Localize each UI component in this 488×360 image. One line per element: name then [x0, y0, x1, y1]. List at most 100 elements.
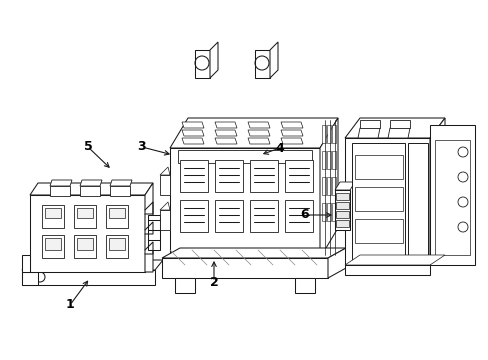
Polygon shape	[180, 160, 207, 192]
Polygon shape	[77, 238, 93, 250]
Polygon shape	[429, 118, 444, 265]
Polygon shape	[321, 177, 325, 195]
Polygon shape	[321, 125, 325, 143]
Polygon shape	[182, 122, 203, 128]
Polygon shape	[50, 186, 70, 196]
Polygon shape	[74, 235, 96, 258]
Polygon shape	[345, 118, 444, 138]
Polygon shape	[389, 120, 409, 128]
Polygon shape	[334, 190, 349, 230]
Polygon shape	[215, 122, 237, 128]
Polygon shape	[326, 177, 330, 195]
Polygon shape	[30, 195, 145, 272]
Polygon shape	[326, 203, 330, 221]
Polygon shape	[351, 143, 404, 262]
Polygon shape	[359, 120, 379, 128]
Polygon shape	[215, 200, 243, 232]
Polygon shape	[77, 208, 93, 218]
Polygon shape	[254, 50, 269, 78]
Polygon shape	[109, 208, 125, 218]
Polygon shape	[80, 180, 102, 186]
Polygon shape	[247, 130, 269, 136]
Polygon shape	[345, 138, 429, 265]
Polygon shape	[145, 183, 153, 272]
Polygon shape	[331, 151, 335, 169]
Polygon shape	[345, 265, 429, 275]
Polygon shape	[269, 42, 278, 78]
Polygon shape	[80, 186, 100, 196]
Polygon shape	[109, 238, 125, 250]
Polygon shape	[335, 211, 348, 218]
Polygon shape	[285, 200, 312, 232]
Polygon shape	[170, 118, 337, 148]
Polygon shape	[182, 130, 203, 136]
Polygon shape	[175, 278, 195, 293]
Polygon shape	[22, 255, 30, 272]
Polygon shape	[106, 235, 128, 258]
Polygon shape	[335, 202, 348, 209]
Polygon shape	[215, 130, 237, 136]
Polygon shape	[281, 138, 303, 144]
Text: 4: 4	[275, 141, 284, 154]
Polygon shape	[331, 125, 335, 143]
Polygon shape	[247, 138, 269, 144]
Polygon shape	[354, 187, 402, 211]
Polygon shape	[162, 258, 327, 278]
Polygon shape	[30, 183, 153, 195]
Polygon shape	[180, 200, 207, 232]
Polygon shape	[160, 167, 170, 175]
Polygon shape	[335, 193, 348, 200]
Text: 3: 3	[138, 140, 146, 153]
Polygon shape	[22, 270, 155, 285]
Polygon shape	[285, 160, 312, 192]
Polygon shape	[170, 148, 319, 258]
Polygon shape	[215, 138, 237, 144]
Text: 2: 2	[209, 275, 218, 288]
Polygon shape	[294, 278, 314, 293]
Polygon shape	[195, 50, 209, 78]
Polygon shape	[321, 151, 325, 169]
Polygon shape	[50, 180, 72, 186]
Polygon shape	[354, 155, 402, 179]
Text: 6: 6	[300, 208, 309, 221]
Polygon shape	[106, 205, 128, 228]
Polygon shape	[22, 272, 38, 285]
Polygon shape	[281, 122, 303, 128]
Text: 5: 5	[83, 140, 92, 153]
Polygon shape	[357, 128, 379, 138]
Polygon shape	[345, 255, 444, 265]
Polygon shape	[326, 125, 330, 143]
Polygon shape	[74, 205, 96, 228]
Polygon shape	[334, 182, 354, 190]
Polygon shape	[331, 177, 335, 195]
Polygon shape	[326, 151, 330, 169]
Polygon shape	[429, 125, 474, 265]
Polygon shape	[45, 238, 61, 250]
Polygon shape	[110, 180, 132, 186]
Polygon shape	[247, 122, 269, 128]
Polygon shape	[321, 203, 325, 221]
Polygon shape	[434, 140, 469, 255]
Polygon shape	[327, 248, 346, 278]
Polygon shape	[249, 160, 278, 192]
Polygon shape	[281, 130, 303, 136]
Polygon shape	[162, 248, 346, 258]
Polygon shape	[160, 175, 170, 195]
Polygon shape	[407, 143, 427, 262]
Polygon shape	[45, 208, 61, 218]
Polygon shape	[335, 220, 348, 227]
Polygon shape	[209, 42, 218, 78]
Polygon shape	[319, 118, 337, 258]
Polygon shape	[22, 260, 163, 270]
Polygon shape	[249, 200, 278, 232]
Polygon shape	[110, 186, 130, 196]
Polygon shape	[182, 138, 203, 144]
Polygon shape	[160, 210, 170, 230]
Polygon shape	[178, 150, 311, 163]
Polygon shape	[42, 235, 64, 258]
Text: 1: 1	[65, 298, 74, 311]
Polygon shape	[160, 202, 170, 210]
Polygon shape	[42, 205, 64, 228]
Polygon shape	[215, 160, 243, 192]
Polygon shape	[331, 203, 335, 221]
